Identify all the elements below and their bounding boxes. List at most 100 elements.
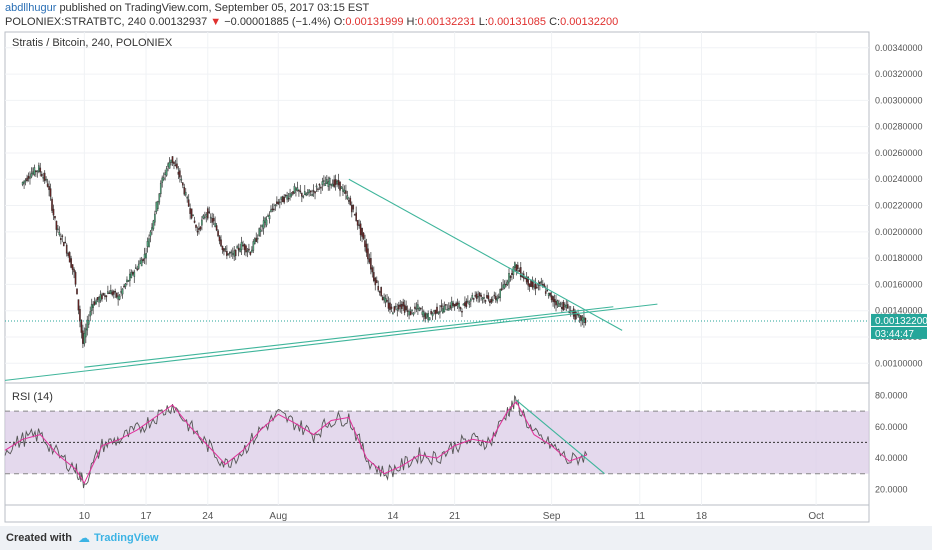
close-value: 0.00132200 [560,16,619,28]
candle-body [95,300,97,305]
candle-body [139,260,141,264]
candle-body [386,300,388,302]
trendlines[interactable] [4,178,869,381]
candle-body [189,208,191,214]
rsi-trendline[interactable] [515,399,605,475]
candle-body [215,225,218,231]
candle-body [519,267,522,277]
candle-body [308,189,310,193]
candle-body [400,304,403,309]
trendline[interactable] [84,306,614,368]
candle-body [412,312,415,315]
candle-body [98,297,100,303]
countdown-tag-bg [871,326,927,339]
candle-body [27,175,30,179]
price-tick-label: 0.00140000 [875,306,923,316]
candle-body [148,238,150,248]
close-label: C: [549,16,561,28]
candle-body [181,182,184,186]
candle-body [348,200,350,202]
trendline[interactable] [4,303,658,381]
candle-body [359,223,362,236]
candle-body [330,184,333,186]
chart-area[interactable]: 0.001000000.001200000.001400000.00160000… [0,0,932,526]
candle-body [395,305,397,308]
candle-body [93,301,96,305]
candle-body [51,198,53,211]
candle-body [447,308,450,311]
candle-body [171,156,174,163]
candle-body [54,215,56,219]
candle-body [324,182,327,186]
high-label: H: [406,16,418,28]
candle-body [55,220,58,230]
candle-body [494,296,497,300]
candle-body [383,296,385,301]
candle-body [299,190,302,193]
candle-body [256,237,259,240]
candle-body [186,196,189,199]
last-price: 0.00132937 [149,16,208,28]
candle-body [431,313,434,317]
chart-title: Stratis / Bitcoin, 240, POLONIEX [12,37,173,49]
candle-body [559,303,562,305]
candle-body [43,172,46,181]
candle-body [162,177,165,180]
candle-body [443,305,446,313]
trendline[interactable] [348,178,623,331]
candle-body [217,230,219,237]
candle-body [251,249,253,253]
candle-body [296,187,299,192]
candle-body [68,252,71,263]
candle-body [104,295,106,297]
candle-body [112,291,115,295]
candle-body [349,197,352,206]
candle-body [321,181,324,185]
candle-body [158,193,161,203]
candle-body [580,315,582,321]
candle-body [474,295,477,297]
price-tick-label: 0.00320000 [875,69,923,79]
candle-body [533,285,535,288]
candle-body [249,251,252,255]
candle-body [132,271,134,275]
tradingview-brand[interactable]: TradingView [94,532,159,544]
time-tick-label: 18 [696,511,708,522]
candle-body [373,272,375,281]
candle-body [258,228,261,236]
candle-body [87,320,90,325]
price-tick-label: 0.00160000 [875,279,923,289]
candle-body [274,204,277,207]
candle-body [64,241,67,244]
candle-body [96,297,99,300]
candle-body [550,295,553,301]
candle-body [334,179,337,185]
rsi-ma-line [4,400,588,485]
candle-body [248,248,250,251]
candle-body [231,253,234,255]
candle-body [364,240,366,248]
candle-body [565,305,568,309]
candle-body [583,316,585,323]
candle-body [505,283,507,286]
ohlc-line: POLONIEX:STRATBTC, 240 0.00132937 ▼ −0.0… [5,16,618,29]
candle-body [117,295,119,300]
candle-body [62,242,65,247]
rsi-axis[interactable]: 20.0000 40.0000 60.0000 80.0000 [875,391,908,495]
candle-body [367,248,369,260]
candle-body [77,299,80,311]
candle-body [211,217,213,223]
author-link[interactable]: abdllhugur [5,2,57,14]
candle-body [387,302,390,309]
candle-body [142,258,144,262]
candle-body [555,300,557,306]
candle-body [152,220,155,229]
candle-body [549,292,551,296]
price-tick-label: 0.00340000 [875,43,923,53]
candle-body [196,230,199,233]
candle-body [233,250,236,257]
candle-body [336,181,338,184]
candle-body [127,280,130,282]
tradingview-logo-icon[interactable]: ☁ [78,531,91,545]
time-axis[interactable]: 10 17 24 Aug 14 21 Sep 11 18 Oct [79,511,824,522]
